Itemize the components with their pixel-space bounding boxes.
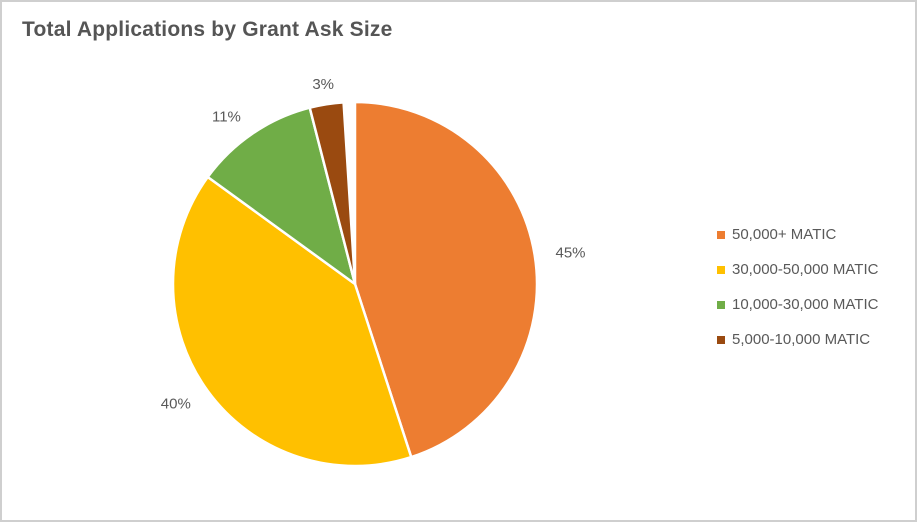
legend: 50,000+ MATIC 30,000-50,000 MATIC 10,000… — [717, 217, 878, 357]
pie-data-label: 45% — [556, 244, 586, 261]
legend-label: 50,000+ MATIC — [732, 226, 837, 243]
pie-data-label: 3% — [312, 76, 334, 93]
pie-slice[interactable] — [353, 100, 539, 459]
legend-label: 10,000-30,000 MATIC — [732, 296, 879, 313]
legend-swatch-icon — [717, 335, 725, 344]
legend-swatch-icon — [717, 230, 725, 239]
legend-item[interactable]: 5,000-10,000 MATIC — [717, 322, 878, 357]
legend-label: 5,000-10,000 MATIC — [732, 331, 871, 348]
pie-slice[interactable] — [206, 106, 357, 286]
chart-title: Total Applications by Grant Ask Size — [22, 18, 393, 41]
legend-label: 30,000-50,000 MATIC — [732, 261, 879, 278]
pie-slice[interactable] — [171, 175, 413, 468]
legend-item[interactable]: 10,000-30,000 MATIC — [717, 287, 878, 322]
legend-item[interactable]: 50,000+ MATIC — [717, 217, 878, 252]
pie-data-label: 11% — [212, 108, 241, 125]
legend-swatch-icon — [717, 300, 725, 309]
pie-slice[interactable] — [308, 101, 357, 286]
legend-item[interactable]: 30,000-50,000 MATIC — [717, 252, 878, 287]
legend-swatch-icon — [717, 265, 725, 274]
pie-data-label: 40% — [161, 396, 191, 413]
